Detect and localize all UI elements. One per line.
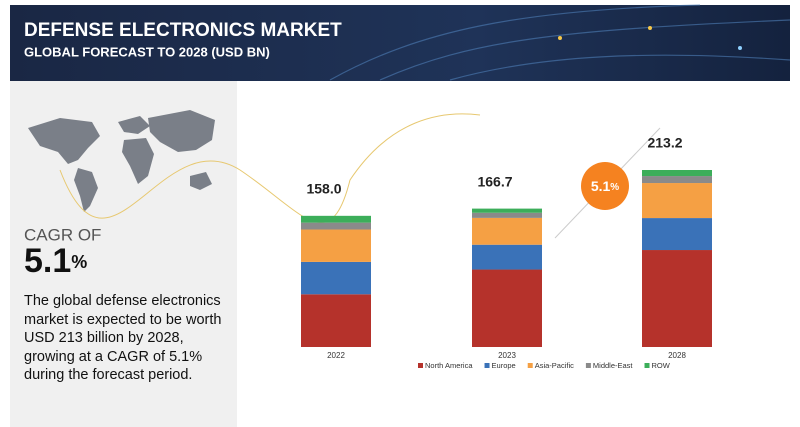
x-tick-label: 2022 xyxy=(327,351,345,360)
bar-segment xyxy=(301,215,371,223)
legend-label: North America xyxy=(425,361,473,370)
legend-swatch xyxy=(484,363,490,368)
header-decoration xyxy=(558,36,562,40)
cagr-unit: % xyxy=(71,252,87,272)
legend-swatch xyxy=(644,363,650,368)
bar-segment xyxy=(472,269,542,347)
header-decoration xyxy=(329,4,791,81)
cagr-badge xyxy=(581,162,629,210)
bar-segment xyxy=(301,294,371,347)
decoration-line xyxy=(59,113,481,224)
bar-segment xyxy=(301,261,371,295)
legend-swatch xyxy=(585,363,591,368)
cagr-value-number: 5.1 xyxy=(24,242,71,280)
x-tick-label: 2023 xyxy=(498,351,516,360)
world-map xyxy=(28,110,215,212)
legend-label: ROW xyxy=(652,361,671,370)
bar-segment xyxy=(642,176,712,184)
bar-segment xyxy=(472,212,542,218)
legend-label: Asia-Pacific xyxy=(535,361,574,370)
x-tick-label: 2028 xyxy=(668,351,686,360)
legend-label: Middle-East xyxy=(593,361,634,370)
legend-swatch xyxy=(527,363,533,368)
description: The global defense electronics market is… xyxy=(24,293,222,383)
bar-segment xyxy=(642,170,712,177)
cagr-label: CAGR OF xyxy=(24,225,101,244)
bar-segment xyxy=(301,222,371,230)
bar-segment xyxy=(472,208,542,213)
total-label: 166.7 xyxy=(477,173,512,189)
bar-segment xyxy=(472,217,542,245)
chart-subtitle: GLOBAL FORECAST TO 2028 (USD BN) xyxy=(24,44,270,59)
cagr-badge-text: 5.1% xyxy=(591,178,619,194)
bar-segment xyxy=(301,229,371,262)
total-label: 158.0 xyxy=(306,181,341,197)
header-decoration xyxy=(648,26,652,30)
cagr-badge-number: 5.1 xyxy=(591,178,611,194)
bar-segment xyxy=(642,183,712,219)
cagr-badge-unit: % xyxy=(610,182,619,193)
header-band xyxy=(10,5,790,81)
legend-swatch xyxy=(418,363,423,368)
chart-title: DEFENSE ELECTRONICS MARKET xyxy=(24,20,342,41)
legend-label: Europe xyxy=(492,361,516,370)
total-label: 213.2 xyxy=(647,135,682,151)
bar-segment xyxy=(472,244,542,270)
bar-segment xyxy=(642,250,712,347)
cagr-value: 5.1% xyxy=(24,242,87,280)
header-decoration xyxy=(738,46,742,50)
bar-segment xyxy=(642,218,712,251)
